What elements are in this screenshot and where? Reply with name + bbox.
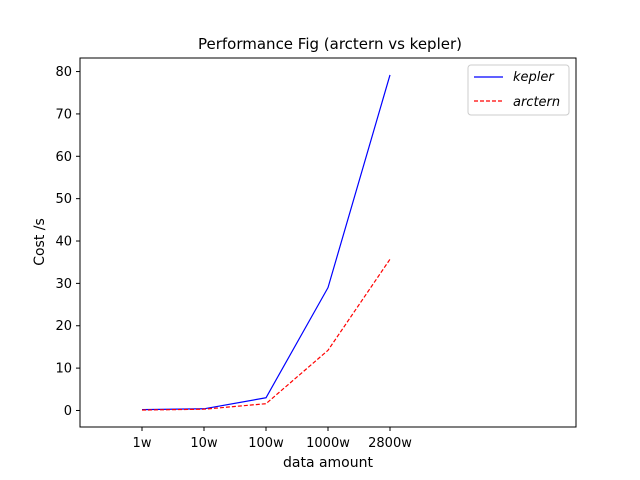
y-axis-label: Cost /s (32, 218, 48, 266)
legend-kepler-label: kepler (513, 70, 555, 85)
plot-frame (79, 57, 577, 428)
x-tick-label-10w: 10w (190, 436, 218, 451)
y-tick-label-20: 20 (55, 319, 72, 334)
x-tick-label-1000w: 1000w (306, 436, 350, 451)
legend: kepler arctern (467, 64, 570, 116)
x-tick-label-100w: 100w (248, 436, 284, 451)
y-tick-label-30: 30 (55, 277, 72, 292)
series-line-arctern (141, 258, 391, 411)
x-tick-label-1w: 1w (133, 436, 152, 451)
chart-title: Performance Fig (arctern vs kepler) (198, 35, 462, 53)
y-tick-label-10: 10 (55, 362, 72, 377)
legend-arctern-label: arctern (513, 95, 560, 110)
y-tick-label-80: 80 (55, 65, 72, 80)
x-tick-label-2800w: 2800w (368, 436, 412, 451)
y-tick-label-0: 0 (64, 404, 72, 419)
series-line-kepler (141, 74, 391, 411)
x-axis-label: data amount (283, 455, 374, 471)
y-tick-label-60: 60 (55, 150, 72, 165)
y-tick-label-50: 50 (55, 192, 72, 207)
y-tick-label-40: 40 (55, 235, 72, 250)
y-tick-label-70: 70 (55, 107, 72, 122)
